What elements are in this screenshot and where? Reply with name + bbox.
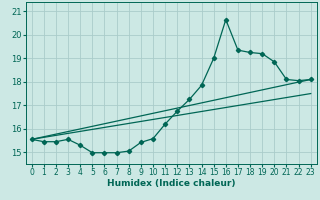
X-axis label: Humidex (Indice chaleur): Humidex (Indice chaleur) <box>107 179 236 188</box>
